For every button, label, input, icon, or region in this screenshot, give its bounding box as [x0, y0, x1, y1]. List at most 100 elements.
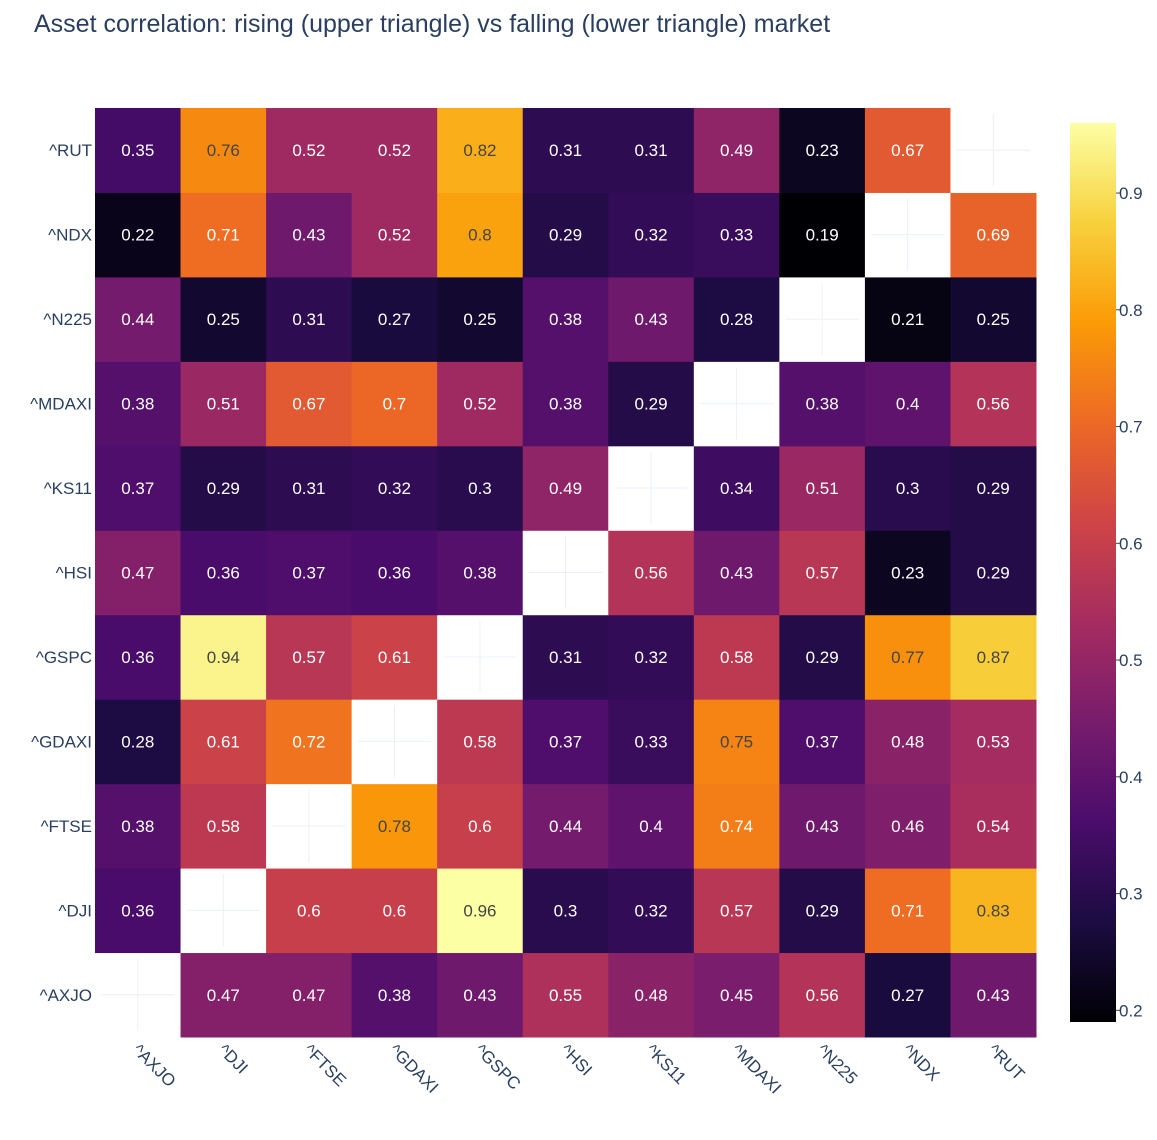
heatmap-cell[interactable]	[266, 108, 353, 193]
heatmap-cell[interactable]	[864, 699, 951, 785]
heatmap-cell[interactable]	[864, 276, 951, 362]
heatmap-cell[interactable]	[522, 783, 609, 869]
heatmap-cell[interactable]	[180, 361, 267, 447]
heatmap-cell[interactable]	[95, 445, 182, 531]
heatmap-cell[interactable]	[351, 276, 438, 362]
heatmap-cell[interactable]	[522, 276, 609, 362]
heatmap-cell[interactable]	[180, 952, 267, 1038]
heatmap-cell[interactable]	[864, 530, 951, 616]
heatmap-cell[interactable]	[437, 276, 524, 362]
heatmap-cell[interactable]	[522, 699, 609, 785]
heatmap-cell[interactable]	[864, 783, 951, 869]
heatmap-cell[interactable]	[693, 192, 780, 278]
heatmap-cell[interactable]	[950, 783, 1037, 869]
heatmap-cell[interactable]	[779, 952, 866, 1038]
heatmap-cell[interactable]	[522, 445, 609, 531]
heatmap-cell[interactable]	[779, 108, 866, 193]
heatmap-cell[interactable]	[950, 361, 1037, 447]
heatmap-cell[interactable]	[522, 361, 609, 447]
heatmap-cell[interactable]	[950, 192, 1037, 278]
heatmap-cell[interactable]	[693, 108, 780, 193]
heatmap-cell[interactable]	[95, 108, 182, 193]
heatmap-cell[interactable]	[950, 868, 1037, 954]
heatmap-cell[interactable]	[266, 445, 353, 531]
heatmap-cell[interactable]	[95, 276, 182, 362]
heatmap-cell[interactable]	[266, 361, 353, 447]
heatmap-cell[interactable]	[95, 361, 182, 447]
heatmap-cell[interactable]	[522, 952, 609, 1038]
heatmap-cell[interactable]	[950, 445, 1037, 531]
heatmap-cell[interactable]	[779, 868, 866, 954]
heatmap-cell[interactable]	[351, 445, 438, 531]
heatmap-cell[interactable]	[351, 192, 438, 278]
heatmap-cell[interactable]	[864, 868, 951, 954]
heatmap-cell[interactable]	[693, 868, 780, 954]
heatmap-cell[interactable]	[266, 276, 353, 362]
heatmap-cell[interactable]	[522, 192, 609, 278]
heatmap-cell[interactable]	[266, 699, 353, 785]
heatmap-cell[interactable]	[864, 108, 951, 193]
heatmap-cell[interactable]	[351, 530, 438, 616]
heatmap-cell[interactable]	[95, 530, 182, 616]
heatmap-cell[interactable]	[608, 783, 695, 869]
heatmap-cell[interactable]	[608, 614, 695, 700]
heatmap-cell[interactable]	[693, 276, 780, 362]
heatmap-cell[interactable]	[95, 614, 182, 700]
heatmap-cell[interactable]	[779, 530, 866, 616]
heatmap-cell[interactable]	[864, 445, 951, 531]
heatmap-cell[interactable]	[351, 952, 438, 1038]
heatmap-cell[interactable]	[437, 952, 524, 1038]
heatmap-cell[interactable]	[95, 868, 182, 954]
heatmap-cell[interactable]	[180, 445, 267, 531]
heatmap-cell[interactable]	[522, 108, 609, 193]
heatmap-cell[interactable]	[351, 361, 438, 447]
heatmap-cell[interactable]	[950, 614, 1037, 700]
heatmap-cell[interactable]	[180, 783, 267, 869]
heatmap-cell[interactable]	[437, 868, 524, 954]
heatmap-cell[interactable]	[266, 530, 353, 616]
heatmap-cell[interactable]	[351, 108, 438, 193]
heatmap-cell[interactable]	[779, 192, 866, 278]
heatmap-cell[interactable]	[351, 868, 438, 954]
heatmap-cell[interactable]	[864, 614, 951, 700]
heatmap-cell[interactable]	[950, 276, 1037, 362]
heatmap-cell[interactable]	[608, 530, 695, 616]
heatmap-cell[interactable]	[437, 699, 524, 785]
heatmap-cell[interactable]	[180, 108, 267, 193]
heatmap-cell[interactable]	[522, 614, 609, 700]
heatmap-cell[interactable]	[693, 445, 780, 531]
heatmap-cell[interactable]	[693, 614, 780, 700]
heatmap-cell[interactable]	[693, 783, 780, 869]
heatmap-cell[interactable]	[693, 952, 780, 1038]
heatmap-cell[interactable]	[608, 276, 695, 362]
heatmap-cell[interactable]	[266, 952, 353, 1038]
heatmap-cell[interactable]	[608, 192, 695, 278]
heatmap-cell[interactable]	[180, 192, 267, 278]
heatmap-cell[interactable]	[779, 614, 866, 700]
heatmap-cell[interactable]	[437, 530, 524, 616]
heatmap-cell[interactable]	[180, 530, 267, 616]
heatmap-cell[interactable]	[351, 614, 438, 700]
heatmap-cell[interactable]	[437, 445, 524, 531]
heatmap-cell[interactable]	[95, 192, 182, 278]
heatmap-cell[interactable]	[266, 192, 353, 278]
heatmap-cell[interactable]	[266, 868, 353, 954]
heatmap-cell[interactable]	[864, 361, 951, 447]
heatmap-cell[interactable]	[95, 783, 182, 869]
heatmap-cell[interactable]	[180, 276, 267, 362]
heatmap-cell[interactable]	[693, 530, 780, 616]
heatmap-cell[interactable]	[437, 192, 524, 278]
heatmap-cell[interactable]	[522, 868, 609, 954]
heatmap-cell[interactable]	[864, 952, 951, 1038]
heatmap-cell[interactable]	[180, 614, 267, 700]
heatmap-cell[interactable]	[608, 868, 695, 954]
heatmap-cell[interactable]	[437, 361, 524, 447]
heatmap-cell[interactable]	[950, 530, 1037, 616]
heatmap-cell[interactable]	[608, 952, 695, 1038]
heatmap-cell[interactable]	[779, 699, 866, 785]
heatmap-cell[interactable]	[180, 699, 267, 785]
heatmap-cell[interactable]	[779, 361, 866, 447]
heatmap-cell[interactable]	[693, 699, 780, 785]
heatmap-cell[interactable]	[950, 952, 1037, 1038]
heatmap-cell[interactable]	[950, 699, 1037, 785]
